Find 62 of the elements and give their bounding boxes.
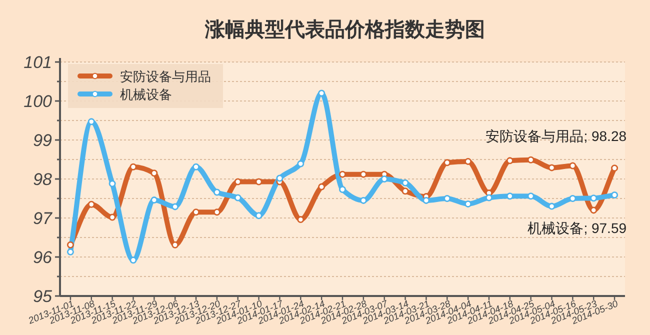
point <box>108 180 116 188</box>
point <box>66 248 74 256</box>
point <box>108 214 116 221</box>
point <box>172 203 179 210</box>
point <box>339 170 346 178</box>
annotation: 安防设备与用品; 98.28 <box>486 128 627 144</box>
point <box>506 157 514 164</box>
y-tick-label: 98 <box>33 170 53 189</box>
point <box>213 208 220 216</box>
y-tick-label: 96 <box>33 248 53 267</box>
point <box>318 183 326 190</box>
point <box>255 212 262 220</box>
point <box>297 216 304 224</box>
point <box>234 178 242 186</box>
point <box>172 241 179 248</box>
point <box>485 194 492 202</box>
point <box>422 196 430 204</box>
point <box>402 188 409 195</box>
point <box>590 194 598 202</box>
point <box>360 170 367 178</box>
point <box>548 202 556 210</box>
point <box>297 160 304 168</box>
point <box>276 174 284 182</box>
point <box>611 164 618 172</box>
point <box>150 196 158 204</box>
point <box>611 191 618 198</box>
chart-title: 涨幅典型代表品价格指数走势图 <box>204 19 485 41</box>
legend-label: 机械设备 <box>120 87 172 102</box>
point <box>548 164 556 172</box>
point <box>88 200 95 208</box>
point <box>318 90 326 97</box>
point <box>213 188 220 196</box>
point <box>590 206 598 214</box>
point <box>527 156 534 164</box>
legend-label: 安防设备与用品 <box>120 69 211 84</box>
point <box>66 241 74 248</box>
point <box>380 176 388 182</box>
point <box>464 158 472 165</box>
point <box>527 192 534 200</box>
annotation: 机械设备; 97.59 <box>528 220 627 236</box>
point <box>444 195 451 202</box>
point <box>130 256 137 264</box>
point <box>255 178 262 186</box>
y-tick-label: 99 <box>33 131 53 150</box>
point <box>130 163 137 170</box>
point <box>444 159 451 166</box>
point <box>192 208 200 216</box>
point <box>464 200 472 208</box>
y-tick-label: 100 <box>24 92 53 111</box>
point <box>88 118 95 126</box>
y-tick-label: 97 <box>33 209 53 228</box>
point <box>150 170 158 177</box>
y-tick-label: 95 <box>33 287 53 306</box>
point <box>192 163 200 170</box>
y-tick-label: 101 <box>24 53 52 72</box>
point <box>569 162 576 170</box>
point <box>506 192 514 200</box>
point <box>569 195 576 202</box>
point <box>234 194 242 202</box>
point <box>339 186 346 194</box>
point <box>360 196 367 204</box>
point <box>402 179 409 186</box>
